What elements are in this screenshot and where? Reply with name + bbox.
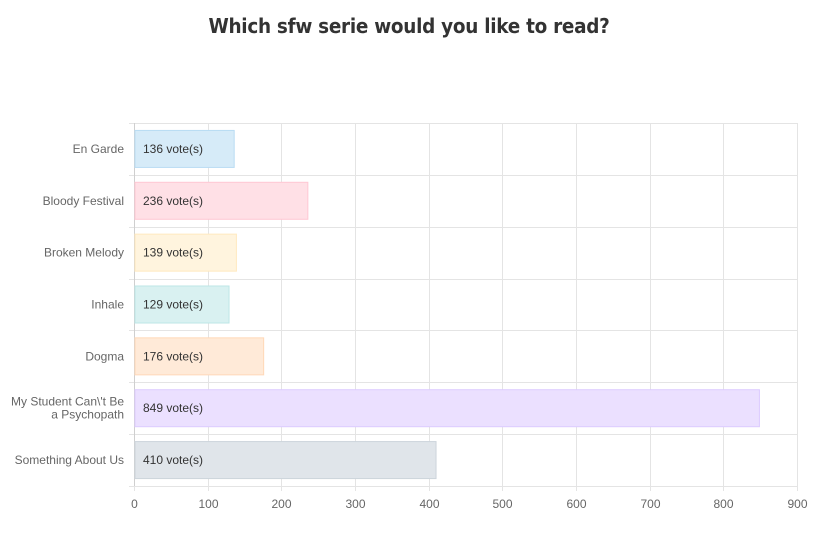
category-label-line: Something About Us: [15, 453, 124, 467]
x-tick-label: 400: [419, 497, 439, 511]
data-label: 129 vote(s): [143, 298, 203, 312]
bar-layer: [134, 129, 760, 480]
data-label: 236 vote(s): [143, 194, 203, 208]
x-tick-label: 500: [492, 497, 512, 511]
category-label: En Garde: [73, 142, 125, 156]
data-label: 139 vote(s): [143, 246, 203, 260]
category-label: Broken Melody: [44, 246, 124, 260]
data-label: 849 vote(s): [143, 401, 203, 415]
label-layer: 0 100 200 300 400 500 600 700 800 900 136 vote(s) E…: [11, 142, 808, 511]
category-label: Something About Us: [15, 453, 124, 467]
category-label-line: Inhale: [91, 298, 124, 312]
category-label-line: Broken Melody: [44, 246, 124, 260]
category-label: My Student Can\'t Be a Psychopath: [11, 395, 124, 422]
category-label: Dogma: [85, 349, 124, 363]
bar: [134, 285, 230, 324]
category-label-line: Bloody Festival: [43, 194, 124, 208]
bar: [134, 129, 235, 168]
x-tick-label: 600: [566, 497, 586, 511]
category-label-line: Dogma: [85, 349, 124, 363]
chart-title: Which sfw serie would you like to read?: [208, 14, 610, 38]
bar: [134, 389, 760, 428]
bar: [134, 181, 309, 220]
x-tick-label: 100: [198, 497, 218, 511]
bar: [134, 337, 265, 376]
category-label-line: a Psychopath: [51, 408, 124, 422]
x-tick-label: 0: [131, 497, 138, 511]
category-label-line: My Student Can\'t Be: [11, 395, 124, 409]
bar: [134, 441, 437, 480]
category-label: Bloody Festival: [43, 194, 124, 208]
x-tick-label: 700: [640, 497, 660, 511]
data-label: 176 vote(s): [143, 349, 203, 363]
x-tick-label: 800: [713, 497, 733, 511]
bar: [134, 233, 237, 272]
data-label: 136 vote(s): [143, 142, 203, 156]
category-label: Inhale: [91, 298, 124, 312]
category-label-line: En Garde: [73, 142, 125, 156]
data-label: 410 vote(s): [143, 453, 203, 467]
x-tick-label: 200: [271, 497, 291, 511]
x-tick-label: 300: [345, 497, 365, 511]
x-tick-label: 900: [787, 497, 807, 511]
